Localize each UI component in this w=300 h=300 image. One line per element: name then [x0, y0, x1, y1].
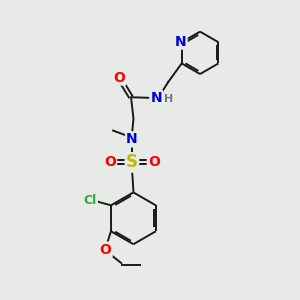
- Text: S: S: [126, 153, 138, 171]
- Text: Cl: Cl: [84, 194, 97, 207]
- Text: H: H: [164, 94, 174, 104]
- Text: O: O: [113, 70, 125, 85]
- Text: N: N: [150, 91, 162, 105]
- Text: O: O: [104, 155, 116, 170]
- Text: O: O: [148, 155, 160, 170]
- Text: O: O: [100, 242, 112, 256]
- Text: N: N: [175, 34, 187, 49]
- Text: N: N: [126, 132, 138, 146]
